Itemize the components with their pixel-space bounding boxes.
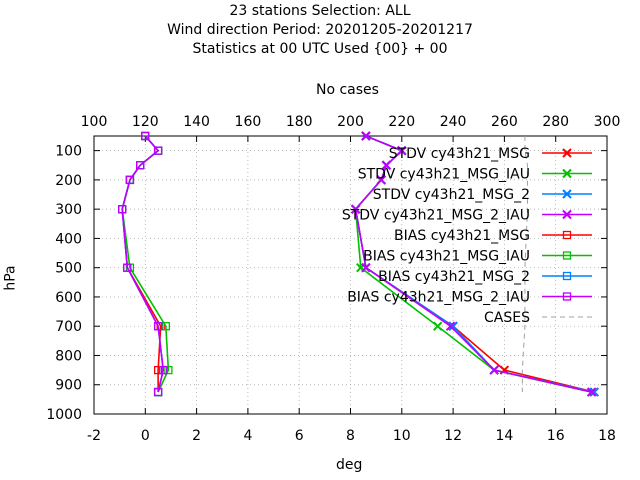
y-tick-label: 100: [55, 144, 82, 160]
data-point: [136, 161, 145, 170]
x2-tick-label: 280: [542, 114, 569, 130]
x-tick-label: 14: [495, 428, 513, 444]
data-point: [589, 387, 599, 397]
x2-tick-label: 160: [235, 114, 262, 130]
series-9: [521, 136, 528, 393]
legend-label: STDV cy43h21_MSG: [389, 146, 530, 162]
x2-tick-label: 200: [337, 114, 364, 130]
series-group: [118, 131, 599, 397]
data-point: [118, 205, 127, 214]
x2-tick-label: 240: [440, 114, 467, 130]
data-point: [361, 131, 371, 141]
series-line: [521, 136, 528, 393]
x2-tick-label: 180: [286, 114, 313, 130]
x2-axis-label: No cases: [316, 82, 379, 98]
data-point: [562, 148, 572, 158]
legend-label: BIAS cy43h21_MSG_IAU: [363, 249, 530, 265]
series-4: [350, 131, 597, 397]
legend-label: BIAS cy43h21_MSG_2_IAU: [347, 290, 530, 306]
data-point: [361, 262, 371, 273]
data-point: [433, 321, 443, 331]
legend-label: BIAS cy43h21_MSG_2: [378, 269, 530, 285]
y-tick-label: 600: [55, 290, 82, 306]
y-tick-label: 300: [55, 202, 82, 218]
data-point: [376, 175, 386, 185]
grid: [94, 136, 607, 414]
data-point: [562, 292, 572, 301]
y-tick-label: 900: [55, 378, 82, 394]
x2-tick-label: 300: [594, 114, 621, 130]
data-point: [159, 365, 168, 375]
x-tick-label: 10: [393, 428, 411, 444]
y-tick-label: 200: [55, 173, 82, 189]
x-tick-label: 6: [295, 428, 304, 444]
data-point: [125, 175, 135, 185]
x-tick-label: 18: [598, 428, 616, 444]
data-point: [141, 131, 150, 141]
y-tick-label: 700: [55, 319, 82, 335]
legend-label: STDV cy43h21_MSG_IAU: [358, 167, 530, 183]
data-point: [161, 322, 170, 331]
legend: STDV cy43h21_MSG STDV cy43h21_MSG_IAU STDV…: [342, 146, 592, 326]
data-point: [445, 321, 456, 331]
data-point: [350, 204, 361, 214]
title-line-1: 23 stations Selection: ALL: [229, 3, 411, 19]
x-tick-label: 16: [547, 428, 565, 444]
legend-label: STDV cy43h21_MSG_2_IAU: [342, 208, 530, 224]
y-tick-label: 500: [55, 261, 82, 277]
data-point: [562, 271, 572, 281]
data-point: [562, 168, 572, 179]
data-point: [153, 365, 163, 375]
data-point: [123, 263, 132, 272]
x2-tick-label: 100: [81, 114, 108, 130]
data-point: [499, 365, 510, 375]
x-tick-label: 0: [141, 428, 150, 444]
data-point: [489, 365, 499, 375]
x2-tick-label: 120: [132, 114, 159, 130]
x-tick-label: 2: [192, 428, 201, 444]
x-axis-label: deg: [336, 457, 363, 473]
y-tick-label: 800: [55, 348, 82, 364]
y-tick-label: 1000: [46, 407, 82, 423]
x-tick-label: 12: [444, 428, 462, 444]
series-line: [121, 135, 165, 393]
data-point: [562, 209, 572, 220]
series-8: [118, 131, 168, 397]
data-point: [397, 145, 407, 156]
legend-label: BIAS cy43h21_MSG: [394, 228, 530, 244]
data-point: [586, 387, 597, 397]
legend-label: CASES: [484, 310, 530, 326]
x-tick-label: 8: [346, 428, 355, 444]
title-line-2: Wind direction Period: 20201205-20201217: [167, 22, 473, 38]
data-point: [562, 189, 572, 199]
data-point: [153, 387, 163, 397]
title-line-3: Statistics at 00 UTC Used {00} + 00: [192, 41, 448, 57]
y-tick-label: 400: [55, 231, 82, 247]
data-point: [562, 230, 572, 240]
x-tick-label: 4: [243, 428, 252, 444]
x2-tick-label: 220: [388, 114, 415, 130]
data-point: [153, 146, 163, 155]
legend-label: STDV cy43h21_MSG_2: [373, 187, 530, 203]
ticks: -2 0 2 4 6 8 10 12 14 16 18 100 120 140 160 180 200 220 24…: [46, 114, 620, 444]
x2-tick-label: 260: [491, 114, 518, 130]
data-point: [164, 365, 173, 375]
x-tick-label: -2: [87, 428, 101, 444]
data-point: [153, 322, 163, 331]
data-point: [448, 321, 458, 331]
data-point: [562, 251, 572, 260]
x2-tick-label: 140: [183, 114, 210, 130]
data-point: [381, 160, 392, 170]
